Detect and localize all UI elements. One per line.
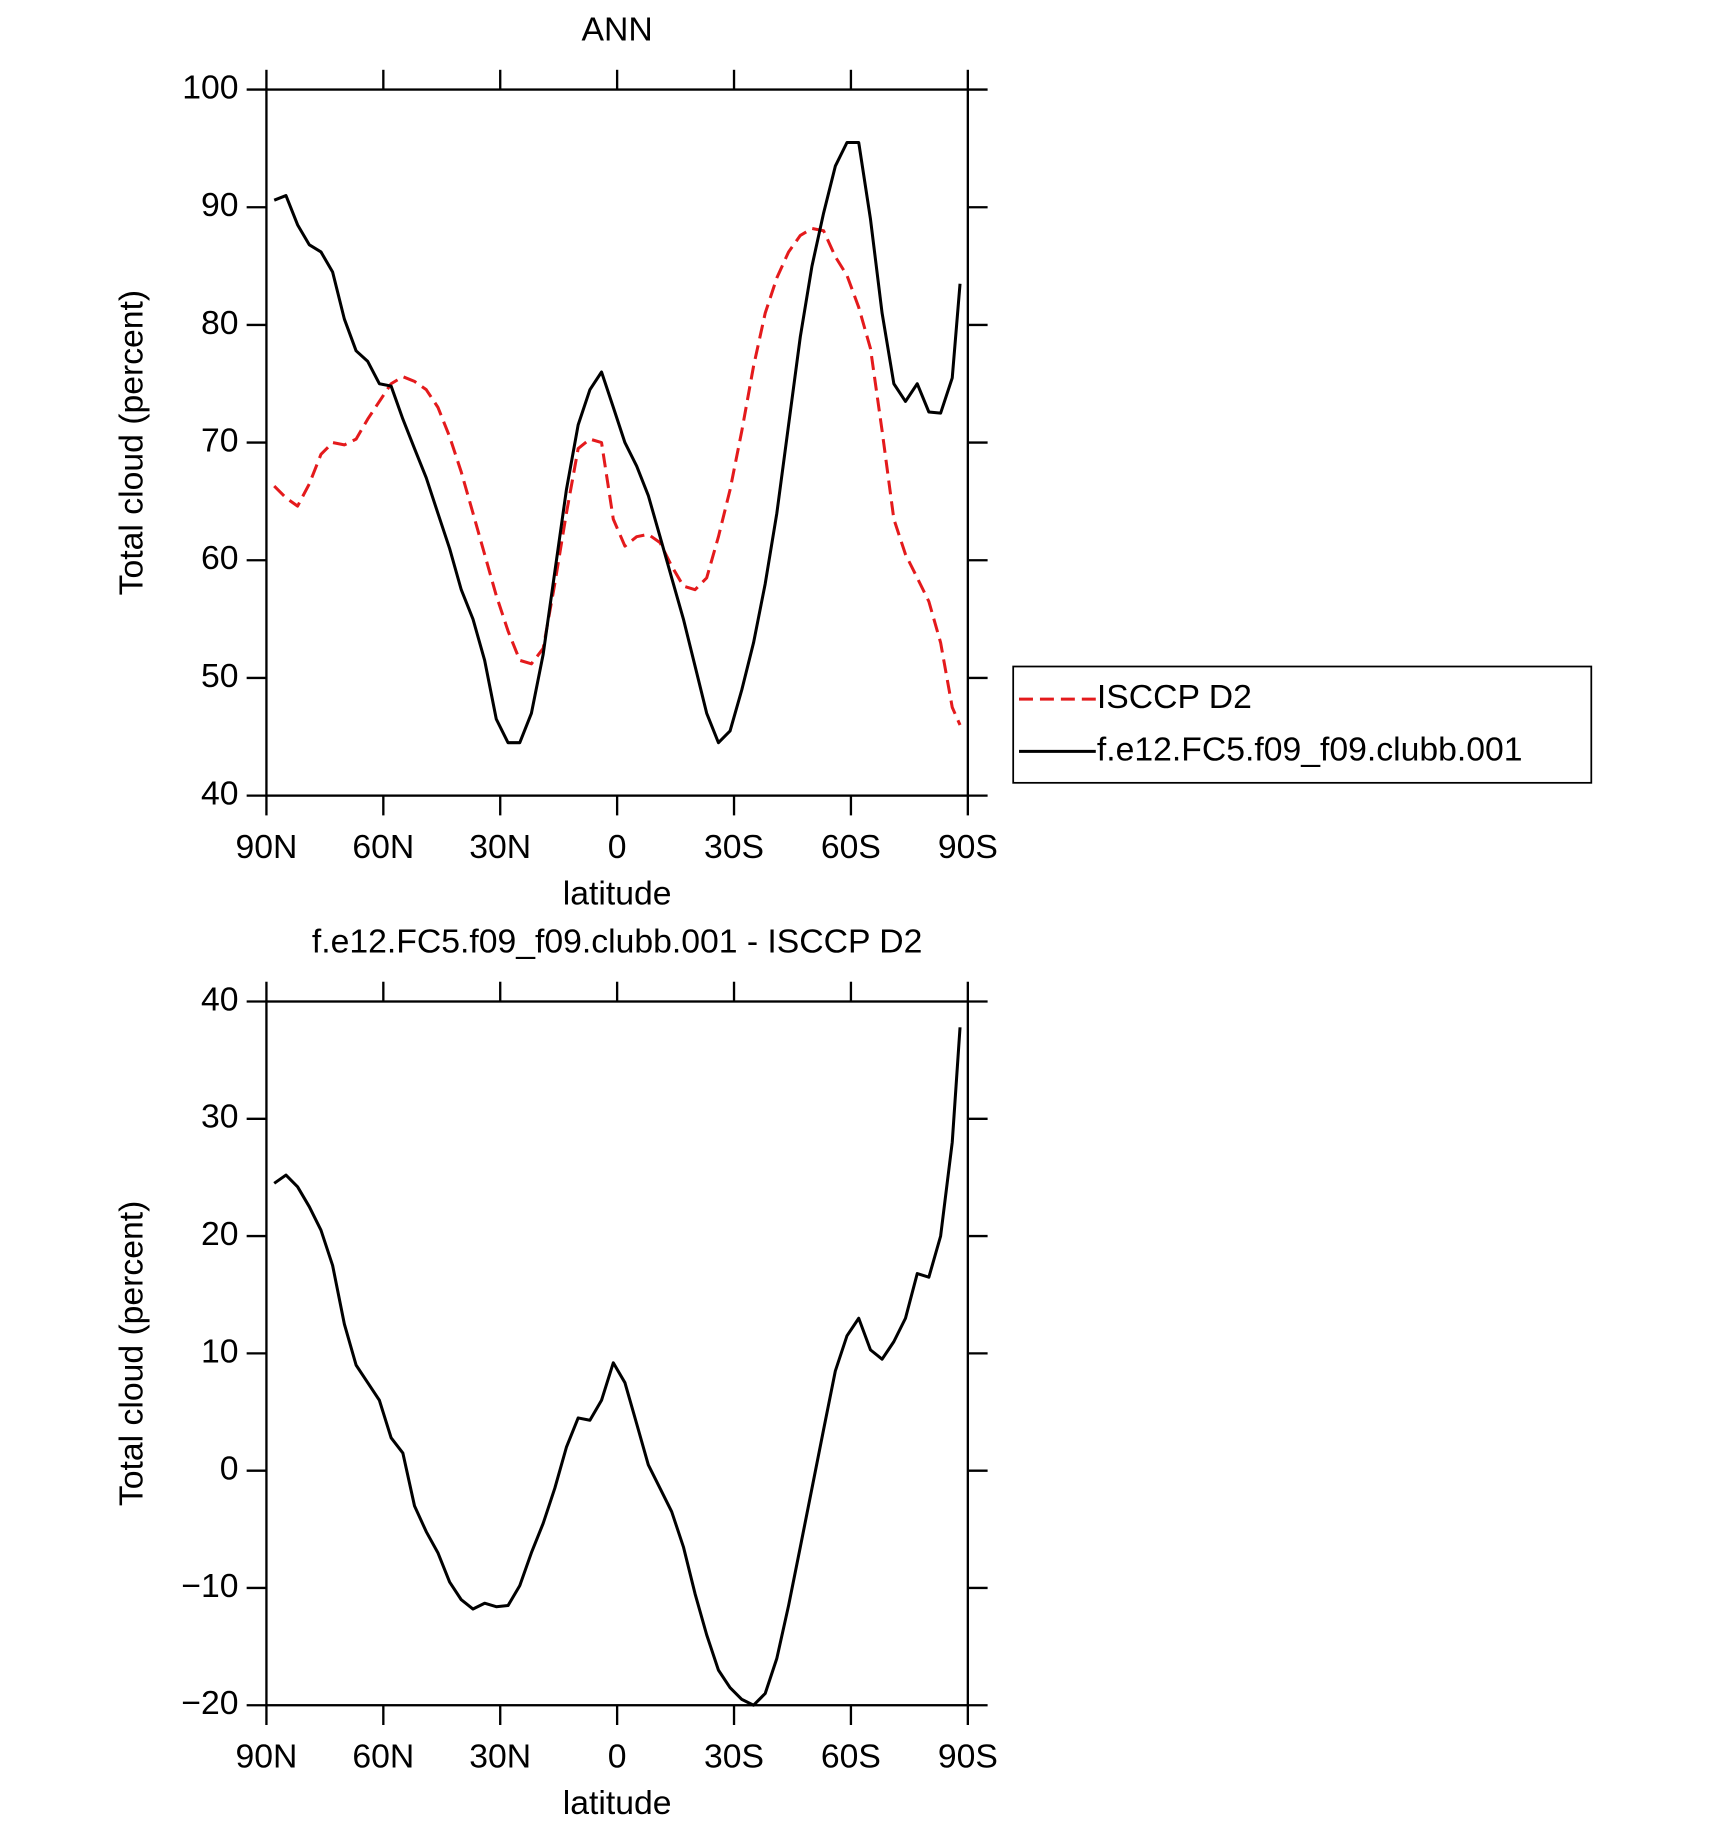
- y-tick-label: 80: [201, 304, 239, 342]
- y-tick-label: 90: [201, 186, 239, 224]
- x-tick-label: 30N: [469, 828, 531, 866]
- legend-label: f.e12.FC5.f09_f09.clubb.001: [1097, 730, 1523, 768]
- y-tick-label: 30: [201, 1098, 239, 1136]
- x-tick-label: 30S: [704, 1738, 764, 1776]
- data-line: [273, 1027, 962, 1707]
- legend-box: [1012, 665, 1593, 784]
- y-tick-label: −10: [181, 1567, 238, 1605]
- y-tick-label: 10: [201, 1332, 239, 1370]
- x-tick-label: 90N: [235, 1738, 297, 1776]
- x-tick-label: 60S: [821, 1738, 881, 1776]
- data-line: [273, 140, 962, 745]
- legend-label: ISCCP D2: [1097, 678, 1252, 716]
- x-tick-label: 0: [608, 1738, 627, 1776]
- y-tick-label: 20: [201, 1215, 239, 1253]
- x-tick-label: 60N: [352, 1738, 414, 1776]
- plot-frame: [265, 88, 969, 797]
- x-tick-label: 0: [608, 828, 627, 866]
- x-tick-label: 30N: [469, 1738, 531, 1776]
- data-line: [273, 226, 962, 726]
- x-tick-label: 90N: [235, 828, 297, 866]
- x-tick-label: 60N: [352, 828, 414, 866]
- plot-frame: [265, 1000, 969, 1707]
- y-axis-label: Total cloud (percent): [113, 1201, 151, 1507]
- y-tick-label: −20: [181, 1684, 238, 1722]
- y-tick-label: 70: [201, 421, 239, 459]
- y-tick-label: 60: [201, 539, 239, 577]
- x-tick-label: 30S: [704, 828, 764, 866]
- y-tick-label: 100: [182, 68, 238, 106]
- x-tick-label: 90S: [938, 1738, 998, 1776]
- x-axis-label: latitude: [563, 1784, 672, 1822]
- y-tick-label: 40: [201, 775, 239, 813]
- y-tick-label: 50: [201, 657, 239, 695]
- x-axis-label: latitude: [563, 875, 672, 913]
- y-tick-label: 40: [201, 980, 239, 1018]
- y-axis-label: Total cloud (percent): [113, 290, 151, 595]
- x-tick-label: 60S: [821, 828, 881, 866]
- x-tick-label: 90S: [938, 828, 998, 866]
- chart-title: ANN: [582, 10, 653, 48]
- y-tick-label: 0: [220, 1450, 239, 1488]
- chart-title: f.e12.FC5.f09_f09.clubb.001 - ISCCP D2: [312, 922, 922, 960]
